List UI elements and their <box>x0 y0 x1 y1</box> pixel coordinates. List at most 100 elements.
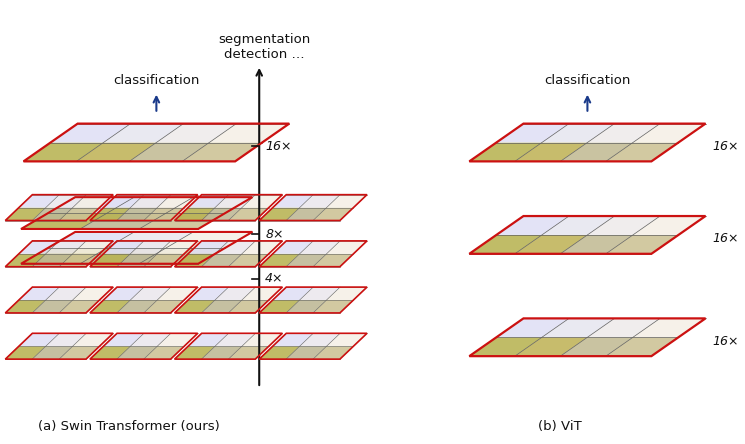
Polygon shape <box>51 123 130 143</box>
Polygon shape <box>166 197 253 213</box>
Polygon shape <box>215 287 256 300</box>
Polygon shape <box>48 232 134 248</box>
Polygon shape <box>73 241 113 254</box>
Polygon shape <box>174 254 215 267</box>
Polygon shape <box>24 143 104 161</box>
Polygon shape <box>496 318 569 337</box>
Polygon shape <box>188 287 229 300</box>
Polygon shape <box>188 241 229 254</box>
Polygon shape <box>90 254 130 267</box>
Polygon shape <box>633 318 706 337</box>
Polygon shape <box>259 346 299 359</box>
Polygon shape <box>80 248 166 264</box>
Polygon shape <box>229 346 269 359</box>
Polygon shape <box>130 194 171 208</box>
Polygon shape <box>104 333 144 346</box>
Polygon shape <box>229 254 269 267</box>
Polygon shape <box>326 287 367 300</box>
Polygon shape <box>139 213 225 229</box>
Polygon shape <box>117 346 157 359</box>
Polygon shape <box>174 300 215 313</box>
Text: 4×: 4× <box>265 272 284 285</box>
Polygon shape <box>90 346 130 359</box>
Text: 16×: 16× <box>712 232 739 246</box>
Polygon shape <box>469 337 542 356</box>
Polygon shape <box>21 213 107 229</box>
Polygon shape <box>496 123 569 143</box>
Polygon shape <box>542 318 615 337</box>
Polygon shape <box>32 346 73 359</box>
Polygon shape <box>326 241 367 254</box>
Polygon shape <box>130 143 209 161</box>
Polygon shape <box>188 333 229 346</box>
Polygon shape <box>286 208 326 221</box>
Polygon shape <box>209 123 289 143</box>
Polygon shape <box>45 241 86 254</box>
Polygon shape <box>242 241 282 254</box>
Polygon shape <box>59 346 100 359</box>
Polygon shape <box>130 333 171 346</box>
Polygon shape <box>229 300 269 313</box>
Polygon shape <box>273 333 313 346</box>
Polygon shape <box>201 254 242 267</box>
Polygon shape <box>215 194 256 208</box>
Polygon shape <box>299 194 340 208</box>
Polygon shape <box>286 254 326 267</box>
Polygon shape <box>32 300 73 313</box>
Polygon shape <box>587 123 660 143</box>
Polygon shape <box>633 216 706 235</box>
Polygon shape <box>157 333 197 346</box>
Polygon shape <box>242 287 282 300</box>
Text: segmentation
detection …: segmentation detection … <box>218 33 310 61</box>
Polygon shape <box>157 287 197 300</box>
Polygon shape <box>587 318 660 337</box>
Polygon shape <box>107 197 193 213</box>
Polygon shape <box>587 216 660 235</box>
Polygon shape <box>242 194 282 208</box>
Polygon shape <box>144 254 184 267</box>
Polygon shape <box>19 241 60 254</box>
Polygon shape <box>59 254 100 267</box>
Polygon shape <box>19 333 60 346</box>
Polygon shape <box>157 241 197 254</box>
Polygon shape <box>21 248 107 264</box>
Polygon shape <box>515 337 587 356</box>
Polygon shape <box>469 143 542 161</box>
Text: classification: classification <box>545 74 630 87</box>
Polygon shape <box>48 197 134 213</box>
Polygon shape <box>117 300 157 313</box>
Text: 8×: 8× <box>265 228 284 241</box>
Polygon shape <box>259 300 299 313</box>
Polygon shape <box>59 208 100 221</box>
Polygon shape <box>313 346 353 359</box>
Polygon shape <box>273 241 313 254</box>
Polygon shape <box>5 208 45 221</box>
Polygon shape <box>73 333 113 346</box>
Polygon shape <box>45 194 86 208</box>
Polygon shape <box>606 235 679 254</box>
Polygon shape <box>130 241 171 254</box>
Polygon shape <box>77 143 156 161</box>
Polygon shape <box>174 208 215 221</box>
Polygon shape <box>215 333 256 346</box>
Text: classification: classification <box>113 74 200 87</box>
Text: (a) Swin Transformer (ours): (a) Swin Transformer (ours) <box>39 420 221 432</box>
Polygon shape <box>259 254 299 267</box>
Polygon shape <box>560 337 633 356</box>
Polygon shape <box>201 346 242 359</box>
Polygon shape <box>107 232 193 248</box>
Polygon shape <box>542 216 615 235</box>
Polygon shape <box>286 346 326 359</box>
Polygon shape <box>188 194 229 208</box>
Polygon shape <box>59 300 100 313</box>
Polygon shape <box>19 287 60 300</box>
Polygon shape <box>299 287 340 300</box>
Polygon shape <box>215 241 256 254</box>
Polygon shape <box>5 346 45 359</box>
Polygon shape <box>515 235 587 254</box>
Polygon shape <box>19 194 60 208</box>
Polygon shape <box>144 346 184 359</box>
Polygon shape <box>326 194 367 208</box>
Polygon shape <box>80 213 166 229</box>
Text: 16×: 16× <box>265 140 291 153</box>
